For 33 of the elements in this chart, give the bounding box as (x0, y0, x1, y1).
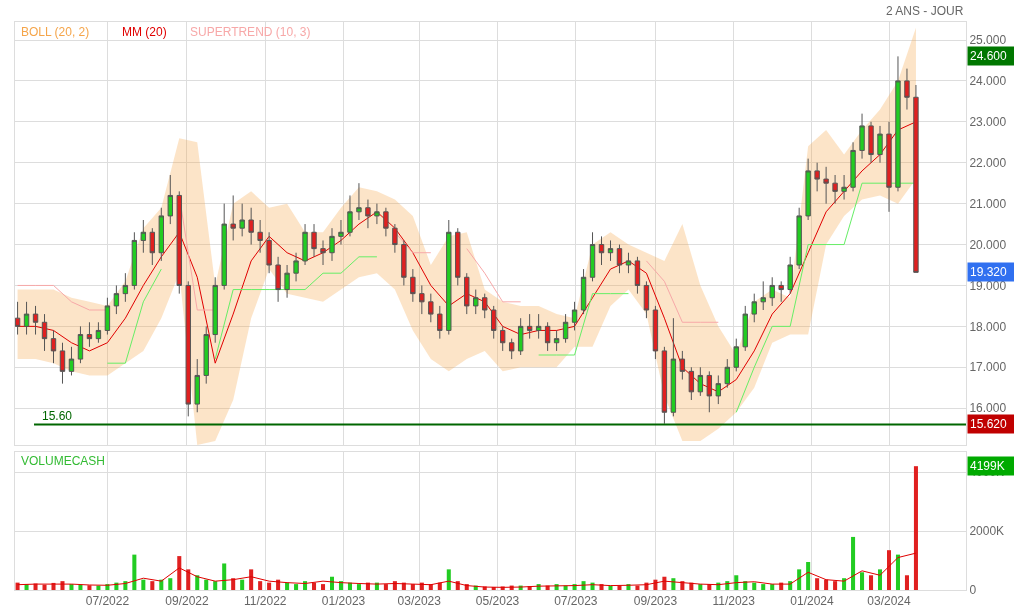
y-tick-label: 16.000 (969, 401, 1007, 416)
y-tick-label: 0 (969, 583, 977, 598)
annotation: BOLL (20, 2) (21, 25, 90, 39)
x-tick-label: 07/2023 (554, 594, 598, 609)
y-tick-label: 25.000 (969, 33, 1007, 48)
y-tick-label: 17.000 (969, 360, 1007, 375)
text: 2 ANS - JOUR (886, 4, 964, 18)
chart-title: VOLUMECASH (21, 454, 106, 468)
y-tick-label: 22.000 (969, 155, 1007, 170)
ref-line-label: 15.60 (42, 409, 73, 423)
y-tick-label: 19.000 (969, 278, 1007, 293)
x-tick-label: 03/2024 (867, 594, 912, 609)
text: 19.320 (970, 265, 1008, 279)
text: SUPERTREND (10, 3) (190, 25, 311, 39)
y-tick-label: 2000K (969, 524, 1005, 539)
x-tick-label: 01/2023 (321, 594, 366, 609)
y-tick-label: 20.000 (969, 237, 1007, 252)
text: 24.600 (970, 49, 1008, 63)
y-tick-label: 24.000 (969, 74, 1007, 89)
y-tick-label: 18.000 (969, 319, 1007, 334)
x-tick-label: 01/2024 (790, 594, 834, 609)
x-tick-label: 11/2022 (244, 594, 287, 609)
x-tick-label: 09/2022 (165, 594, 209, 609)
y-tick-label: 21.000 (969, 196, 1007, 211)
x-tick-label: 03/2023 (397, 594, 442, 609)
text: 15.620 (970, 417, 1008, 431)
y-tick-label: 23.000 (969, 115, 1007, 130)
text: 4199K (970, 459, 1005, 473)
x-tick-label: 11/2023 (712, 594, 756, 609)
text: MM (20) (122, 25, 167, 39)
x-tick-label: 07/2022 (85, 594, 130, 609)
x-tick-label: 09/2023 (633, 594, 678, 609)
x-tick-label: 05/2023 (475, 594, 520, 609)
